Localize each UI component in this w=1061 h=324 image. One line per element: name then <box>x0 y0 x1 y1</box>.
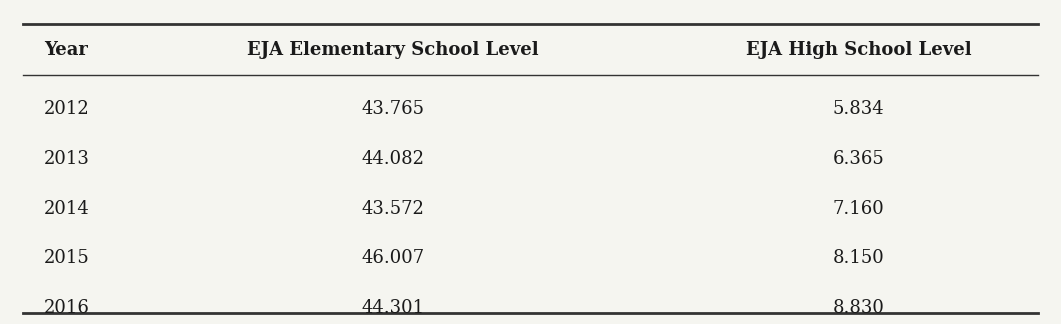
Text: 8.830: 8.830 <box>833 299 885 317</box>
Text: 2014: 2014 <box>44 200 89 218</box>
Text: 8.150: 8.150 <box>833 249 885 267</box>
Text: 44.301: 44.301 <box>362 299 424 317</box>
Text: 6.365: 6.365 <box>833 150 885 168</box>
Text: 44.082: 44.082 <box>362 150 424 168</box>
Text: 7.160: 7.160 <box>833 200 885 218</box>
Text: 2016: 2016 <box>44 299 89 317</box>
Text: EJA High School Level: EJA High School Level <box>746 40 972 59</box>
Text: 43.765: 43.765 <box>362 100 424 118</box>
Text: 2013: 2013 <box>44 150 89 168</box>
Text: EJA Elementary School Level: EJA Elementary School Level <box>247 40 539 59</box>
Text: 5.834: 5.834 <box>833 100 885 118</box>
Text: Year: Year <box>44 40 88 59</box>
Text: 2015: 2015 <box>44 249 89 267</box>
Text: 2012: 2012 <box>44 100 89 118</box>
Text: 46.007: 46.007 <box>362 249 424 267</box>
Text: 43.572: 43.572 <box>362 200 424 218</box>
